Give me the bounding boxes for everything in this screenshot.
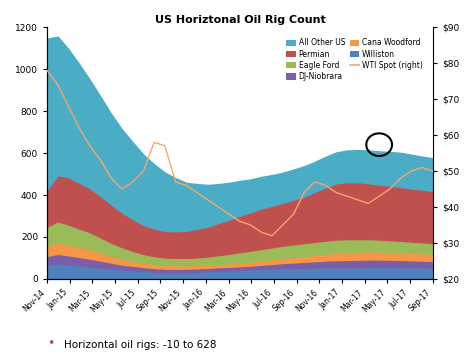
WTI Spot (right) (291, 212, 296, 216)
WTI Spot (right) (173, 180, 178, 184)
WTI Spot (right) (430, 169, 436, 173)
Legend: All Other US, Permian, Eagle Ford, DJ-Niobrara, Cana Woodford, Williston, WTI Sp: All Other US, Permian, Eagle Ford, DJ-Ni… (284, 36, 425, 84)
Text: Horizontal oil rigs: -10 to 628: Horizontal oil rigs: -10 to 628 (64, 341, 217, 350)
WTI Spot (right) (344, 194, 350, 198)
WTI Spot (right) (280, 223, 285, 227)
Title: US Horiztonal Oil Rig Count: US Horiztonal Oil Rig Count (155, 15, 325, 25)
Text: •: • (47, 337, 55, 350)
WTI Spot (right) (355, 198, 361, 202)
WTI Spot (right) (398, 176, 403, 180)
WTI Spot (right) (151, 140, 157, 144)
WTI Spot (right) (109, 176, 114, 180)
WTI Spot (right) (312, 180, 318, 184)
WTI Spot (right) (65, 104, 71, 108)
WTI Spot (right) (130, 180, 136, 184)
WTI Spot (right) (301, 190, 307, 195)
WTI Spot (right) (194, 190, 200, 195)
WTI Spot (right) (55, 82, 61, 87)
WTI Spot (right) (162, 144, 168, 148)
WTI Spot (right) (44, 68, 50, 73)
WTI Spot (right) (183, 183, 189, 188)
WTI Spot (right) (226, 212, 232, 216)
WTI Spot (right) (248, 223, 254, 227)
WTI Spot (right) (205, 198, 210, 202)
WTI Spot (right) (87, 144, 93, 148)
WTI Spot (right) (409, 169, 414, 173)
Line: WTI Spot (right): WTI Spot (right) (47, 70, 433, 236)
WTI Spot (right) (376, 194, 382, 198)
WTI Spot (right) (258, 230, 264, 234)
WTI Spot (right) (76, 126, 82, 130)
WTI Spot (right) (387, 187, 393, 191)
WTI Spot (right) (98, 158, 103, 162)
WTI Spot (right) (333, 190, 339, 195)
WTI Spot (right) (119, 187, 125, 191)
WTI Spot (right) (141, 169, 146, 173)
WTI Spot (right) (269, 234, 275, 238)
WTI Spot (right) (237, 219, 243, 223)
WTI Spot (right) (419, 165, 425, 170)
WTI Spot (right) (323, 183, 328, 188)
WTI Spot (right) (216, 205, 221, 209)
WTI Spot (right) (365, 201, 371, 206)
